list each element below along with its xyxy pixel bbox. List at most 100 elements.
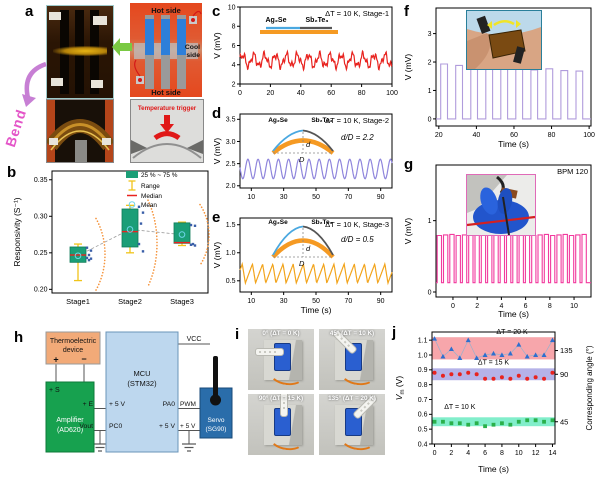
glove-finger	[497, 188, 513, 214]
data-point	[432, 370, 437, 375]
servo-photo-0deg: 0° (ΔT = 0 K)	[248, 329, 314, 390]
x-tick-label: 12	[532, 450, 540, 457]
mcu-label-1: MCU	[133, 369, 150, 378]
servo-lever	[213, 356, 218, 398]
hot-side-bottom-label: Hot side	[151, 88, 181, 97]
data-point	[449, 372, 454, 377]
x-tick-label: 20	[267, 90, 275, 97]
material-label-sb2te3: Sb₂Te₃	[311, 117, 332, 124]
y-tick-label: 0.5	[226, 278, 236, 285]
gloved-hand-inset-photo	[466, 174, 536, 236]
right-tick-label: 135	[560, 346, 573, 355]
data-point	[491, 350, 496, 356]
ground-symbol	[93, 443, 107, 452]
vcc-label: VCC	[187, 336, 202, 343]
signal-trace	[239, 261, 393, 286]
servo-photo-45deg: 45° (ΔT = 10 K)	[319, 329, 385, 390]
material-label-ag2se: Ag₂Se	[268, 219, 288, 226]
series-label: ΔT = 15 K	[478, 360, 510, 367]
mcu-label-2: (STM32)	[127, 379, 157, 388]
dim-D-label: D	[299, 259, 305, 268]
mcu-pin-pa0: PA0	[163, 401, 176, 408]
data-point	[448, 346, 454, 352]
bent-device-photo	[46, 99, 114, 163]
te-legs	[145, 15, 186, 89]
panel-label-c: c	[212, 3, 221, 20]
category-label: Stage3	[170, 297, 194, 306]
x-tick-label: 0	[433, 450, 437, 457]
data-point	[533, 418, 538, 423]
angle-band	[432, 368, 555, 381]
distribution-curve	[147, 199, 158, 288]
responsivity-boxplot: 0.20 0.25 0.30 0.35 Stage1 Stage2 Stage3 Respon…	[12, 170, 210, 306]
data-point	[550, 370, 555, 375]
x-tick-label: 60	[327, 90, 335, 97]
bent-strip	[132, 143, 202, 159]
y-tick-label: 2.5	[226, 161, 236, 168]
data-point	[491, 376, 496, 381]
wire-terminal	[138, 78, 142, 82]
skin-bending-pulse-chart: 0 1 2 3 20 40 60 80 100 V (mV) Time (s)	[403, 7, 595, 149]
amp-pin-e: + E	[83, 401, 94, 408]
x-tick-label: 10	[515, 450, 523, 457]
data-point	[499, 375, 504, 380]
legend-label: Range	[141, 183, 160, 190]
y-tick-label: 1.0	[418, 352, 428, 359]
servo-label-2: (SG90)	[206, 426, 227, 433]
data-point	[542, 376, 547, 381]
amp-label-2: (AD620)	[57, 427, 83, 434]
y-tick-label: 3	[428, 31, 432, 38]
bpm-pulse-chart: 010 2 4 6 8 10V (mV)Time (s)BPM 120	[403, 164, 592, 319]
x-tick-label: 2	[475, 303, 479, 310]
plus-terminal: +	[53, 355, 58, 365]
heated-zone	[153, 131, 181, 141]
bend-arrow	[22, 61, 47, 107]
tape-piece	[93, 16, 107, 25]
x-tick-label: 60	[510, 132, 518, 139]
dim-D-label: D	[299, 155, 305, 164]
category-label: Stage1	[66, 297, 90, 306]
mean-marker	[126, 226, 134, 233]
control-circuit-diagram: Thermoelectric device + − + S Amplifier …	[45, 331, 233, 453]
panel-label-g: g	[404, 156, 414, 173]
data-point	[441, 419, 445, 424]
x-tick-label: 70	[344, 298, 352, 305]
amp-label-1: Amplifier	[56, 417, 84, 424]
servo-label-1: Servo	[208, 417, 225, 424]
data-point	[466, 422, 471, 427]
data-point	[525, 418, 530, 423]
arrow-head	[487, 21, 492, 29]
data-point	[549, 337, 555, 343]
sample-point	[139, 222, 143, 225]
solder-highlight	[53, 46, 107, 56]
circuit-wires	[55, 343, 210, 444]
x-tick-label: 30	[280, 298, 288, 305]
data-point	[474, 421, 479, 426]
voltage-chart-stage3: 0.5 1.0 1.5 10 30 50 70 90 V (mV) Time (s) ΔT = 10…	[212, 217, 393, 315]
y-tick-label: 8	[232, 24, 236, 31]
y-tick-label: 2	[232, 81, 236, 88]
clamp-left	[131, 140, 147, 154]
y-tick-label: 3.5	[226, 117, 236, 124]
distribution-curve	[199, 203, 210, 267]
mcu-pin-5v-left: + 5 V	[109, 401, 126, 408]
wire-terminal	[191, 18, 195, 22]
data-point	[524, 353, 530, 359]
green-arrow-icon	[112, 38, 132, 56]
data-point	[432, 419, 437, 424]
data-point	[474, 355, 480, 360]
voltage-angle-scatter-chart: 0.4 0.5 0.6 0.7 0.8 0.9 1.0 1.1 0 2 4 6 8 10 12 14 Vm (V…	[394, 329, 594, 474]
mean-marker	[74, 252, 82, 260]
data-point	[457, 421, 462, 426]
y-tick-label: 1.5	[226, 222, 236, 229]
sample-point	[137, 242, 141, 246]
thermoelectric-device-box	[45, 331, 101, 365]
data-point	[508, 376, 513, 381]
arrow-head	[516, 20, 521, 28]
mcu-pin-5v-right: + 5 V	[159, 423, 176, 430]
x-tick-label: 50	[312, 298, 320, 305]
glove-finger	[480, 187, 498, 215]
y-tick-label: 2.0	[226, 183, 236, 190]
mean-marker	[178, 231, 186, 238]
